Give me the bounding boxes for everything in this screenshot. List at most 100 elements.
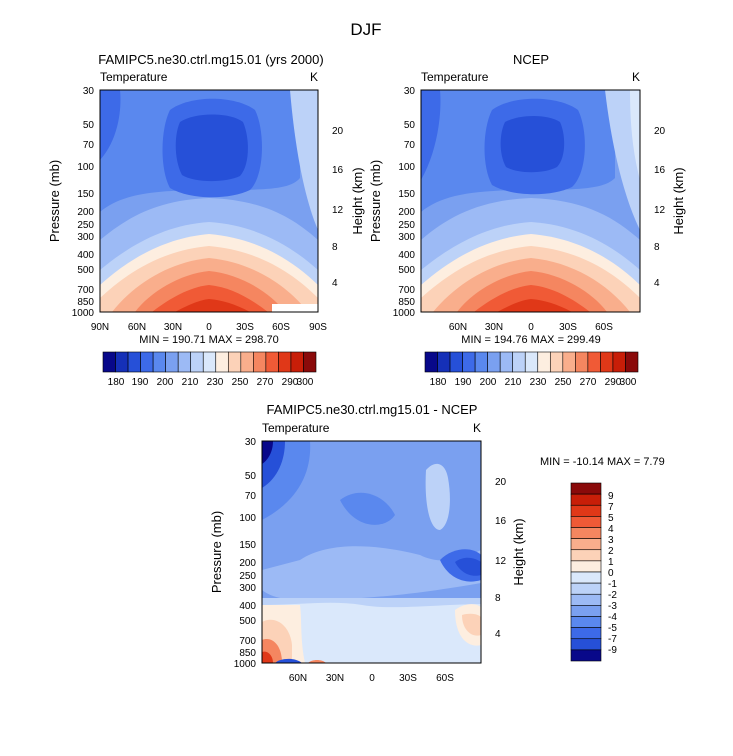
colorbar-label: 230: [530, 377, 547, 388]
y-right-tick-label: 20: [495, 477, 507, 488]
x-tick-label: 0: [528, 322, 534, 333]
y-tick-label: 50: [404, 120, 416, 131]
x-tick-label: 60N: [289, 673, 307, 684]
y-axis-label-right: Height (km): [511, 518, 526, 585]
y-tick-label: 300: [239, 583, 256, 594]
colorbar-swatch: [612, 351, 626, 373]
colorbar-swatch: [570, 527, 602, 539]
panel-subtitle-right: K: [473, 421, 481, 435]
colorbar-swatch: [570, 504, 602, 517]
y-tick-label: 700: [77, 285, 94, 296]
missing-data-area: [272, 304, 318, 312]
y-right-tick-label: 12: [332, 205, 344, 216]
main-title: DJF: [350, 20, 381, 39]
colorbar-swatch: [524, 351, 539, 373]
y-tick-label: 150: [239, 540, 256, 551]
y-axis-label: Pressure (mb): [368, 160, 383, 242]
colorbar-label: 270: [580, 377, 597, 388]
colorbar-swatch: [570, 649, 602, 662]
colorbar-swatch: [570, 638, 602, 651]
x-tick-label: 0: [206, 322, 212, 333]
panel-subtitle-left: Temperature: [421, 70, 489, 84]
colorbar-label: 190: [132, 377, 149, 388]
colorbar-swatch: [570, 571, 602, 584]
x-tick-label: 90S: [309, 322, 327, 333]
y-axis-label: Pressure (mb): [209, 511, 224, 593]
y-tick-label: 250: [239, 571, 256, 582]
contour-fill: [455, 557, 481, 576]
colorbar-swatch: [499, 351, 514, 373]
contour-fill: [425, 463, 450, 530]
y-tick-label: 1000: [234, 659, 257, 670]
colorbar-label: 210: [182, 377, 199, 388]
y-tick-label: 70: [83, 140, 95, 151]
colorbar-label: -2: [608, 590, 617, 601]
panel-difference: FAMIPC5.ne30.ctrl.mg15.01 - NCEP Tempera…: [209, 402, 665, 684]
colorbar-swatch: [240, 351, 254, 373]
y-tick-label: 1000: [72, 308, 95, 319]
x-tick-label: 0: [369, 673, 375, 684]
x-tick-label: 30N: [164, 322, 182, 333]
colorbar-label: 1: [608, 557, 614, 568]
x-tick-label: 60S: [272, 322, 290, 333]
contour-fill: [262, 546, 481, 600]
colorbar-label: 4: [608, 524, 614, 535]
colorbar-swatch: [570, 560, 602, 573]
y-right-tick-label: 16: [332, 165, 344, 176]
y-tick-label: 100: [398, 162, 415, 173]
panel-observations: NCEP Temperature K: [368, 52, 686, 388]
y-right-tick-label: 16: [495, 516, 507, 527]
colorbar-swatch: [625, 351, 639, 373]
colorbar-swatch: [215, 351, 229, 373]
x-tick-label: 90N: [91, 322, 109, 333]
y-tick-label: 850: [398, 297, 415, 308]
colorbar: [424, 351, 639, 373]
y-tick-label: 700: [239, 636, 256, 647]
y-tick-label: 100: [239, 513, 256, 524]
y-tick-label: 70: [404, 140, 416, 151]
y-tick-label: 500: [398, 265, 415, 276]
colorbar-swatch: [570, 627, 602, 640]
colorbar-label: 2: [608, 546, 614, 557]
panel-title: NCEP: [513, 52, 549, 67]
colorbar-label: 300: [297, 377, 314, 388]
colorbar-swatch: [562, 351, 576, 373]
colorbar-labels: 180 190 200 210 230 250 270 290 300: [108, 377, 314, 388]
y-ticks-right: 20 16 12 8 4: [495, 477, 507, 640]
colorbar-swatch: [549, 351, 564, 373]
contour-fill: [340, 492, 395, 525]
colorbar-label: 230: [207, 377, 224, 388]
y-tick-label: 850: [239, 648, 256, 659]
y-tick-label: 150: [398, 189, 415, 200]
contour-field: [421, 90, 640, 312]
y-tick-label: 30: [83, 86, 95, 97]
contour-fill: [497, 299, 572, 312]
colorbar-label: -4: [608, 612, 617, 623]
x-tick-label: 30S: [559, 322, 577, 333]
y-tick-label: 100: [77, 162, 94, 173]
colorbar-label: 270: [257, 377, 274, 388]
y-tick-label: 50: [83, 120, 95, 131]
colorbar-label: 3: [608, 535, 614, 546]
x-tick-label: 30S: [236, 322, 254, 333]
colorbar-label: 180: [430, 377, 447, 388]
contour-field: [100, 90, 318, 312]
y-ticks-right: 20 16 12 8 4: [332, 126, 344, 289]
contour-fill: [421, 90, 441, 180]
panel-subtitle-left: Temperature: [262, 421, 330, 435]
colorbar-swatch: [575, 351, 589, 373]
colorbar-swatch: [600, 351, 614, 373]
colorbar-swatch: [202, 351, 217, 373]
colorbar-label: 300: [620, 377, 637, 388]
x-ticks: 90N 60N 30N 0 30S 60S 90S: [91, 322, 327, 333]
y-tick-label: 1000: [393, 308, 416, 319]
y-tick-label: 70: [245, 491, 257, 502]
panel-title: FAMIPC5.ne30.ctrl.mg15.01 - NCEP: [267, 402, 478, 417]
colorbar-label: 200: [480, 377, 497, 388]
x-tick-label: 60S: [436, 673, 454, 684]
y-tick-label: 30: [404, 86, 416, 97]
colorbar-swatch: [512, 351, 526, 373]
colorbar-swatch: [570, 605, 602, 617]
colorbar-swatch: [115, 351, 129, 373]
contour-fill: [262, 651, 273, 663]
